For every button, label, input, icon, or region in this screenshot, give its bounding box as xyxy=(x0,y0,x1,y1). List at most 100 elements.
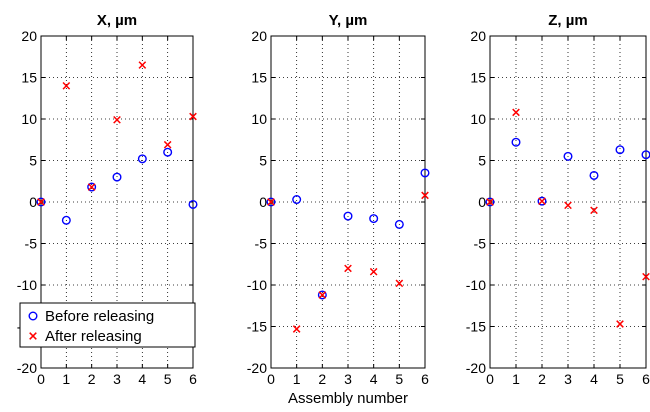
point-after-releasing xyxy=(163,140,172,149)
x-tick-label: 3 xyxy=(113,371,121,387)
x-tick-label: 3 xyxy=(564,371,572,387)
y-tick-label: -15 xyxy=(247,319,267,335)
y-tick-label: 10 xyxy=(470,111,486,127)
y-tick-label: -10 xyxy=(466,277,486,293)
legend-box xyxy=(19,302,196,348)
x-tick-label: 6 xyxy=(189,371,197,387)
point-before-releasing xyxy=(511,137,521,147)
x-tick-label: 1 xyxy=(293,371,301,387)
point-before-releasing xyxy=(36,197,46,207)
x-tick-label: 5 xyxy=(164,371,172,387)
point-before-releasing xyxy=(394,219,404,229)
y-tick-label: -10 xyxy=(17,277,37,293)
x-axis-label: Assembly number xyxy=(288,390,408,407)
panel-2: -20 -15 -10 -5 0 5 10 15 20 0 1 2 3 4 5 6 Y, µm Assembly … xyxy=(247,12,430,407)
y-tick-label: -10 xyxy=(247,277,267,293)
point-before-releasing xyxy=(61,215,71,225)
point-after-releasing xyxy=(292,325,301,333)
legend-marker-circle xyxy=(28,311,38,321)
point-before-releasing xyxy=(615,145,625,155)
y-tick-label: -5 xyxy=(474,236,487,252)
panel-title: Y, µm xyxy=(329,12,368,29)
point-after-releasing xyxy=(616,320,624,328)
y-tick-label: -20 xyxy=(466,360,486,376)
point-before-releasing xyxy=(292,195,302,205)
y-tick-label: 5 xyxy=(478,153,486,169)
point-after-releasing xyxy=(369,267,378,276)
x-tick-label: 4 xyxy=(370,371,378,387)
point-before-releasing xyxy=(589,170,599,180)
y-tick-label: -5 xyxy=(25,236,38,252)
point-before-releasing xyxy=(87,182,97,192)
point-before-releasing xyxy=(485,197,495,207)
point-after-releasing xyxy=(512,108,520,117)
y-tick-label: 20 xyxy=(21,28,37,44)
point-after-releasing xyxy=(189,112,197,121)
x-tick-label: 5 xyxy=(616,371,624,387)
y-tick-label: -20 xyxy=(17,360,37,376)
point-before-releasing xyxy=(563,151,573,161)
y-tick-label: 0 xyxy=(478,194,486,210)
y-tick-label: 20 xyxy=(470,28,486,44)
y-tick-label: 0 xyxy=(259,194,267,210)
legend-label: After releasing xyxy=(45,328,142,345)
point-after-releasing xyxy=(62,81,71,90)
y-tick-label: 15 xyxy=(470,70,486,86)
point-before-releasing xyxy=(112,172,122,182)
x-tick-label: 0 xyxy=(486,371,494,387)
point-after-releasing xyxy=(538,197,546,206)
panel-title: Z, µm xyxy=(548,12,587,29)
point-before-releasing xyxy=(188,199,198,209)
point-before-releasing xyxy=(163,147,173,157)
point-after-releasing xyxy=(564,201,572,210)
x-tick-label: 0 xyxy=(267,371,275,387)
point-before-releasing xyxy=(343,211,353,221)
point-after-releasing xyxy=(486,198,494,206)
point-after-releasing xyxy=(421,191,429,200)
y-tick-label: 10 xyxy=(21,111,37,127)
y-tick-label: 0 xyxy=(29,194,37,210)
y-tick-label: -15 xyxy=(466,319,486,335)
point-after-releasing xyxy=(87,183,96,191)
point-before-releasing xyxy=(317,290,327,300)
x-tick-label: 4 xyxy=(138,371,146,387)
x-tick-label: 2 xyxy=(88,371,96,387)
y-tick-label: -20 xyxy=(247,360,267,376)
point-before-releasing xyxy=(137,154,147,164)
legend: Before releasing After releasing xyxy=(19,302,196,348)
point-after-releasing xyxy=(344,264,352,273)
x-tick-label: 2 xyxy=(538,371,546,387)
point-after-releasing xyxy=(642,272,650,281)
point-after-releasing xyxy=(318,291,327,299)
point-after-releasing xyxy=(37,198,45,206)
y-tick-label: 15 xyxy=(251,70,267,86)
point-after-releasing xyxy=(138,61,147,69)
x-tick-label: 5 xyxy=(395,371,403,387)
point-before-releasing xyxy=(369,214,379,224)
x-tick-label: 3 xyxy=(344,371,352,387)
x-tick-label: 0 xyxy=(37,371,45,387)
x-tick-label: 6 xyxy=(421,371,429,387)
y-tick-label: -5 xyxy=(255,236,268,252)
point-after-releasing xyxy=(395,279,404,288)
point-after-releasing xyxy=(267,198,275,206)
legend-label: Before releasing xyxy=(45,308,154,325)
x-tick-label: 6 xyxy=(642,371,650,387)
point-before-releasing xyxy=(537,196,547,206)
y-tick-label: 5 xyxy=(29,153,37,169)
point-after-releasing xyxy=(590,206,598,215)
x-tick-label: 2 xyxy=(318,371,326,387)
y-tick-label: 10 xyxy=(251,111,267,127)
panel-3: -20 -15 -10 -5 0 5 10 15 20 0 1 2 3 4 5 6 Z, µm xyxy=(466,12,650,387)
y-tick-label: 20 xyxy=(251,28,267,44)
point-before-releasing xyxy=(266,197,276,207)
x-tick-label: 4 xyxy=(590,371,598,387)
x-tick-label: 1 xyxy=(62,371,70,387)
legend-marker-x xyxy=(29,332,37,340)
y-tick-label: 15 xyxy=(21,70,37,86)
x-tick-label: 1 xyxy=(512,371,520,387)
y-tick-label: 5 xyxy=(259,153,267,169)
point-after-releasing xyxy=(113,115,121,124)
panel-title: X, µm xyxy=(97,12,137,29)
